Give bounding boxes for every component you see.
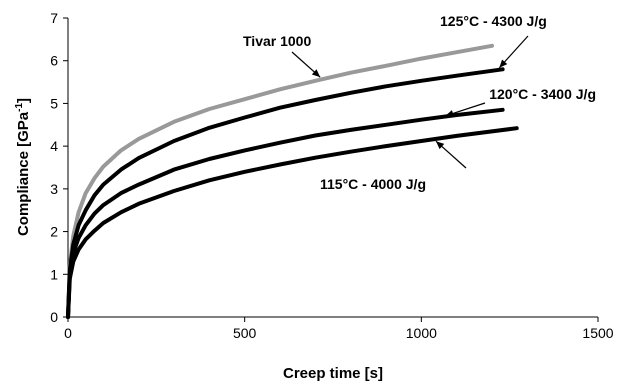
x-tick-label: 1000 — [406, 325, 437, 341]
y-tick-label: 7 — [50, 10, 58, 26]
y-tick-label: 5 — [50, 95, 58, 111]
y-tick-label: 2 — [50, 224, 58, 240]
annotation-layer: Tivar 1000 125°C - 4300 J/g 120°C - 3400 J… — [243, 13, 596, 192]
y-tick-label: 1 — [50, 266, 58, 282]
y-tick-label: 0 — [50, 309, 58, 325]
x-axis-ticks: 0 500 1000 1500 — [64, 317, 614, 341]
x-tick-label: 1500 — [582, 325, 613, 341]
series-line-3 — [66, 107, 505, 319]
annotation-arrowhead — [435, 141, 445, 150]
y-axis-title: Compliance [GPa-1] — [14, 98, 32, 236]
y-tick-label: 3 — [50, 181, 58, 197]
annotation-arrowhead — [311, 69, 321, 78]
annotation-label: 125°C - 4300 J/g — [440, 13, 547, 29]
x-tick-label: 0 — [64, 325, 72, 341]
x-tick-label: 500 — [233, 325, 257, 341]
plot-area: 0 1 2 3 4 5 6 7 0 500 1000 1500 Tivar 1000 125°C - … — [50, 10, 614, 341]
annotation-arrowhead — [499, 59, 508, 68]
x-axis-title: Creep time [s] — [283, 365, 383, 382]
y-tick-label: 4 — [50, 138, 58, 154]
y-axis-title-suffix: ] — [15, 98, 32, 103]
annotation-label: 115°C - 4000 J/g — [320, 176, 426, 192]
series-line-1 — [66, 43, 494, 319]
y-tick-label: 6 — [50, 53, 58, 69]
series-line-2 — [66, 67, 505, 319]
series-line-4 — [66, 126, 519, 319]
annotation-label: 120°C - 3400 J/g — [489, 86, 596, 102]
y-axis-title-superscript: -1 — [14, 103, 25, 112]
series-layer — [66, 43, 519, 319]
y-axis-title-main: Compliance [GPa — [15, 111, 32, 236]
annotation-label: Tivar 1000 — [243, 33, 311, 49]
annotation-arrowhead — [445, 110, 455, 117]
y-axis-ticks: 0 1 2 3 4 5 6 7 — [50, 10, 68, 325]
